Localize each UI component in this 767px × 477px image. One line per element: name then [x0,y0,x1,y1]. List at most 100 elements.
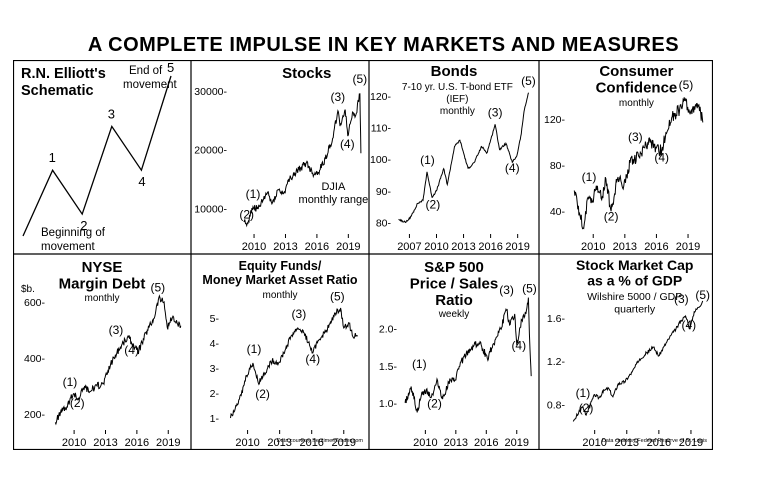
panel-title-line: S&P 500 [424,259,484,276]
equity-funds-ratio-panel: Equity Funds/Money Market Asset Ratio mon… [202,259,363,449]
page-title: A COMPLETE IMPULSE IN KEY MARKETS AND ME… [87,34,680,56]
wave-label: (1) [412,357,427,371]
y-tick-label: 10000- [194,203,227,215]
x-tick-label: 2013 [615,437,639,449]
panel-title-line: Money Market Asset Ratio [202,273,357,287]
x-tick-label: 2013 [451,241,475,253]
panel-footnote: Data courtesy SentimenTrader.com [277,438,364,444]
panel-subtitle-line: DJIA [321,181,346,193]
panel-subtitle-line: quarterly [614,304,656,316]
panel-subtitle-line: monthly [440,106,475,117]
wave-label: (3) [488,105,503,119]
wave-label: (5) [679,78,694,92]
wave-label: (3) [109,323,124,337]
y-tick-label: 80- [376,218,392,230]
panel-title-line: Ratio [435,292,473,309]
y-tick-label: 110- [371,123,392,135]
wave-label: (5) [695,288,710,302]
panel-title-line: NYSE [82,259,123,276]
panel-subtitle-line: monthly [262,290,297,301]
series-line [404,297,532,413]
wave-label: (3) [331,90,346,104]
x-tick-label: 2013 [267,437,291,449]
panel-subtitle-line: monthly range [299,194,369,206]
wave-label: (3) [292,307,307,321]
schematic-end-label: End of [129,65,163,77]
wave-label: (1) [420,153,435,167]
x-tick-label: 2016 [478,241,502,253]
x-tick-label: 2019 [156,437,180,449]
panel-title-line: Stocks [282,65,331,82]
y-tick-label: 2- [210,388,220,400]
wave-label: (1) [247,342,262,356]
wave-label: (1) [63,375,78,389]
wave-label: (4) [505,161,520,175]
x-tick-label: 2010 [581,241,605,253]
schematic-title-line: R.N. Elliott's [21,66,106,82]
bonds-panel: Bonds 7-10 yr. U.S. T-bond ETF(IEF)monthl… [370,63,536,253]
y-tick-label: 20000- [194,145,227,157]
panel-subtitle-line: monthly [84,293,119,304]
wave-label: (3) [499,283,514,297]
y-tick-label: 1.5- [379,361,398,373]
schematic-start-label: movement [41,241,95,253]
wave-label: (4) [340,137,355,151]
wave-label: (4) [654,151,669,165]
x-tick-label: 2010 [235,437,259,449]
y-tick-label: 40- [550,206,566,218]
wave-label: (2) [70,396,85,410]
x-tick-label: 2013 [613,241,637,253]
y-tick-label: 1.0- [379,398,398,410]
x-tick-label: 2013 [93,437,117,449]
x-tick-label: 2016 [647,437,671,449]
wave-label: (5) [521,74,536,88]
y-tick-label: 3- [210,363,220,375]
x-tick-label: 2019 [332,437,356,449]
panel-title-line: Price / Sales [410,276,498,293]
y-tick-label: 1- [210,413,220,425]
panel-grid-lines [13,60,713,450]
panel-subtitle-line: Wilshire 5000 / GDP [587,291,682,303]
panel-subtitle-line: (IEF) [446,94,468,105]
series-line [243,93,362,228]
y-tick-label: 0.8- [547,399,566,411]
wave-label: (5) [150,280,165,294]
x-tick-label: 2019 [676,241,700,253]
x-tick-label: 2019 [505,437,529,449]
wave-label: (5) [330,290,345,304]
y-tick-label: 80- [550,160,566,172]
panel-title-line: Confidence [596,80,678,97]
wave-label: (2) [604,209,619,223]
schematic-wave-label: 3 [108,106,115,121]
x-tick-label: 2016 [644,241,668,253]
panel-title-line: as a % of GDP [587,272,682,288]
series-line [573,97,704,230]
schematic-wave-line [22,75,172,237]
schematic-wave-label: 2 [80,218,87,233]
y-tick-label: 30000- [194,86,227,98]
x-tick-label: 2016 [305,241,329,253]
panel-subtitle-line: 7-10 yr. U.S. T-bond ETF [402,82,513,93]
outer-frame [13,60,713,450]
panel-subtitle-line: monthly [619,98,654,109]
panel-title-line: Equity Funds/ [239,259,322,273]
x-tick-label: 2010 [62,437,86,449]
wave-label: (5) [522,281,537,295]
y-tick-label: 5- [210,313,220,325]
x-tick-label: 2013 [273,241,297,253]
y-tick-label: 90- [376,186,392,198]
series-line [398,92,529,224]
series-line [230,307,359,419]
schematic-wave-label: 1 [49,150,56,165]
wave-label: (4) [305,352,320,366]
panel-title-line: Bonds [431,63,478,80]
panel-footnote: Data courtesy Federal Reserve of St. Lou… [602,438,707,444]
wave-label: (4) [124,343,139,357]
schematic-title-line: Schematic [21,83,94,99]
y-tick-label: 4- [210,338,220,350]
panel-title-line: Consumer [599,63,673,80]
